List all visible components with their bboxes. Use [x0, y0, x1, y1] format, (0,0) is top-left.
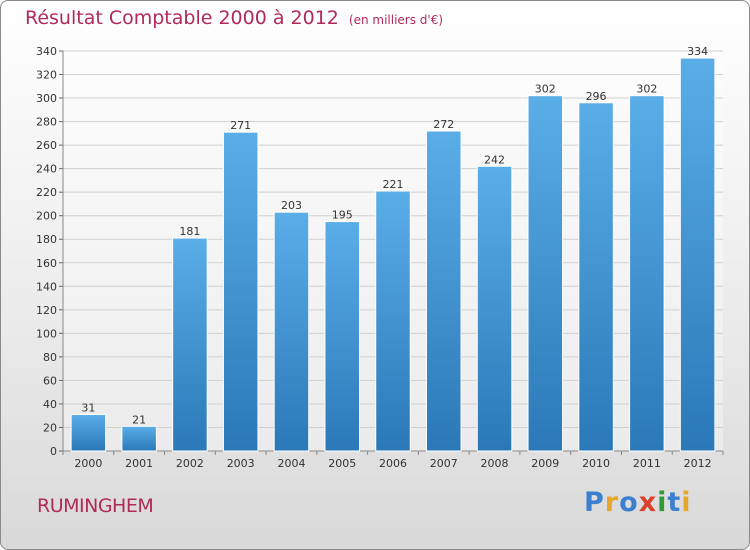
- y-tick-label: 80: [43, 351, 57, 364]
- y-tick-label: 140: [36, 280, 57, 293]
- bar: [527, 95, 564, 452]
- y-tick-label: 20: [43, 421, 57, 434]
- bar-value-label: 181: [179, 225, 200, 238]
- chart-title: Résultat Comptable 2000 à 2012 (en millie…: [25, 7, 443, 29]
- x-tick-label: 2010: [582, 457, 610, 470]
- x-tick-label: 2011: [633, 457, 661, 470]
- logo-letter: i: [657, 487, 668, 518]
- commune-name: RUMINGHEM: [37, 495, 154, 517]
- bar: [172, 237, 208, 452]
- bar-value-label: 296: [586, 90, 607, 103]
- x-tick-label: 2006: [379, 457, 407, 470]
- logo-letter: P: [584, 487, 605, 518]
- bar-value-label: 302: [636, 83, 657, 96]
- chart-title-unit: (en milliers d'€): [348, 13, 444, 27]
- bar: [70, 414, 107, 452]
- bar-value-label: 195: [332, 209, 353, 222]
- y-tick-label: 0: [50, 445, 57, 458]
- y-tick-label: 340: [36, 45, 57, 58]
- x-tick-label: 2004: [277, 457, 305, 470]
- bar: [324, 221, 360, 452]
- y-tick-label: 240: [36, 163, 57, 176]
- x-tick-label: 2012: [684, 457, 712, 470]
- bar: [578, 102, 614, 452]
- y-tick-label: 220: [36, 186, 57, 199]
- bar: [426, 130, 462, 452]
- x-tick-label: 2000: [74, 457, 102, 470]
- logo-letter: x: [638, 487, 658, 518]
- bar-value-label: 21: [132, 413, 146, 426]
- logo-letter: t: [667, 487, 682, 518]
- logo-letter: o: [619, 487, 639, 518]
- bar-value-label: 271: [230, 119, 251, 132]
- x-tick-label: 2002: [176, 457, 204, 470]
- y-tick-label: 60: [43, 374, 57, 387]
- y-tick-label: 180: [36, 233, 57, 246]
- bar: [121, 425, 157, 452]
- y-tick-label: 120: [36, 304, 57, 317]
- chart-title-main: Résultat Comptable 2000 à 2012: [25, 7, 339, 29]
- y-tick-label: 100: [36, 327, 57, 340]
- bar: [375, 190, 411, 452]
- y-tick-label: 200: [36, 210, 57, 223]
- y-tick-label: 260: [36, 139, 57, 152]
- y-tick-label: 300: [36, 92, 57, 105]
- y-tick-label: 280: [36, 116, 57, 129]
- x-tick-label: 2009: [531, 457, 559, 470]
- x-tick-label: 2001: [125, 457, 153, 470]
- bar-value-label: 272: [433, 118, 454, 131]
- bar-value-label: 302: [535, 83, 556, 96]
- x-tick-label: 2005: [328, 457, 356, 470]
- bar-value-label: 203: [281, 199, 302, 212]
- logo-letter: i: [681, 487, 692, 518]
- logo-letter: r: [604, 487, 620, 518]
- y-tick-label: 320: [36, 69, 57, 82]
- bar: [476, 165, 513, 452]
- bar: [679, 57, 716, 452]
- y-tick-label: 40: [43, 398, 57, 411]
- proxiti-logo: Proxiti: [584, 487, 692, 518]
- bar-value-label: 334: [687, 45, 708, 58]
- x-tick-label: 2003: [227, 457, 255, 470]
- bar: [273, 211, 310, 452]
- x-tick-label: 2007: [430, 457, 458, 470]
- bar: [222, 131, 259, 452]
- bar-value-label: 242: [484, 153, 505, 166]
- x-tick-label: 2008: [481, 457, 509, 470]
- bar-value-label: 221: [383, 178, 404, 191]
- bar: [629, 95, 665, 452]
- bar-value-label: 31: [81, 402, 95, 415]
- y-tick-label: 160: [36, 257, 57, 270]
